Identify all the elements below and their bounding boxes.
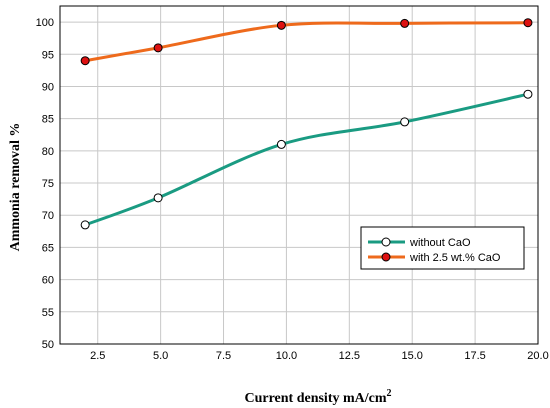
series-line-0 (84, 92, 529, 227)
data-point-series-0 (80, 220, 90, 230)
y-tick-label: 60 (42, 275, 54, 287)
data-point-series-0 (523, 89, 533, 99)
grid (60, 6, 539, 345)
x-tick-label: 17.5 (464, 350, 485, 362)
series-markers (80, 18, 533, 230)
plot-frame (59, 5, 539, 345)
y-tick-label: 90 (42, 81, 54, 93)
x-tick-label: 5.0 (153, 350, 168, 362)
legend-marker-without-cao (381, 237, 391, 247)
x-tick-label: 2.5 (90, 350, 105, 362)
legend-marker-with-cao (381, 252, 391, 262)
legend-label-with-cao: with 2.5 wt.% CaO (409, 252, 501, 264)
data-point-series-0 (153, 193, 163, 203)
legend-label-without-cao: without CaO (409, 237, 471, 249)
x-tick-labels: 2.5 5.0 7.5 10.0 12.5 15.0 17.5 20.0 (90, 350, 549, 362)
y-tick-label: 80 (42, 146, 54, 158)
y-tick-label: 85 (42, 114, 54, 126)
data-point-series-1 (400, 18, 410, 28)
x-tick-label: 7.5 (216, 350, 231, 362)
data-point-series-0 (276, 139, 286, 149)
y-tick-label: 65 (42, 242, 54, 254)
y-tick-label: 75 (42, 178, 54, 190)
y-tick-label: 70 (42, 210, 54, 222)
x-tick-label: 20.0 (527, 350, 548, 362)
x-tick-label: 10.0 (276, 350, 297, 362)
y-axis-title: Ammonia removal % (8, 123, 23, 252)
data-point-series-1 (153, 43, 163, 53)
y-tick-label: 50 (42, 339, 54, 351)
y-tick-label: 55 (42, 307, 54, 319)
legend: without CaO with 2.5 wt.% CaO (360, 226, 525, 270)
data-point-series-1 (523, 18, 533, 28)
series-lines (84, 21, 529, 227)
x-axis-title: Current density mA/cm2 (244, 388, 391, 406)
x-tick-label: 12.5 (339, 350, 360, 362)
data-point-series-0 (400, 117, 410, 127)
series-line-1 (84, 21, 528, 63)
y-tick-label: 95 (42, 49, 54, 61)
y-tick-label: 100 (36, 17, 54, 29)
data-point-series-1 (276, 20, 286, 30)
x-tick-label: 15.0 (401, 350, 422, 362)
data-point-series-1 (80, 56, 90, 66)
legend-box (360, 226, 525, 270)
y-tick-labels: 50 55 60 65 70 75 80 85 90 95 100 (36, 17, 54, 351)
